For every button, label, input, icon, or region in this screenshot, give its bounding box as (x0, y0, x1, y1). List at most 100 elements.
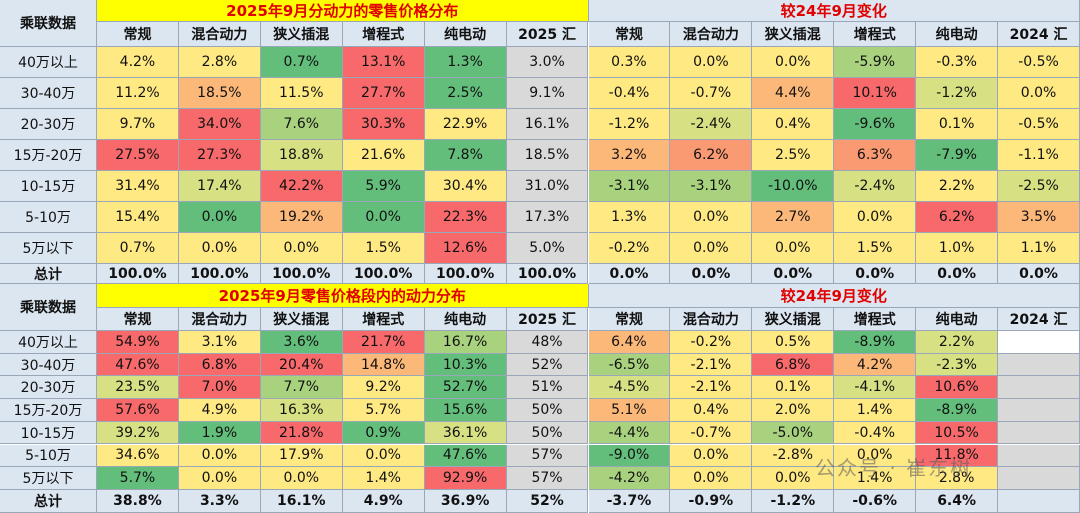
total-cell: 3.3% (178, 489, 261, 513)
data-cell: 11.2% (97, 78, 179, 109)
data-cell: 0.0% (178, 467, 261, 490)
data-cell: 52.7% (424, 376, 507, 400)
data-cell: 2.8% (916, 467, 999, 490)
data-cell: 23.5% (97, 376, 179, 400)
data-cell: 3.5% (998, 202, 1080, 233)
data-cell: -1.2% (916, 78, 999, 109)
data-cell: -4.2% (588, 467, 671, 490)
total-label: 总计 (0, 489, 97, 513)
data-cell: -0.5% (998, 109, 1080, 140)
column-header: 混合动力 (670, 22, 753, 47)
data-cell: 3.1% (178, 331, 261, 354)
data-cell: 1.3% (424, 47, 507, 78)
total-cell: 100.0% (97, 264, 179, 284)
data-cell: -10.0% (752, 171, 835, 202)
data-cell: -0.7% (670, 78, 753, 109)
data-cell: 34.0% (178, 109, 261, 140)
data-cell: 16.7% (424, 331, 507, 354)
data-cell: -4.1% (834, 376, 917, 400)
data-cell: -3.1% (588, 171, 671, 202)
column-header: 常规 (97, 308, 179, 331)
total-cell: 0.0% (752, 264, 835, 284)
data-cell: 31.0% (506, 171, 589, 202)
data-cell: 12.6% (424, 233, 507, 264)
data-cell: 1.3% (588, 202, 671, 233)
column-header: 狭义插混 (260, 308, 343, 331)
column-header: 纯电动 (424, 308, 507, 331)
data-cell (998, 467, 1080, 490)
data-cell: 17.4% (178, 171, 261, 202)
data-cell: 0.1% (916, 109, 999, 140)
data-cell: -0.2% (588, 233, 671, 264)
data-cell: 42.2% (260, 171, 343, 202)
column-header: 增程式 (342, 22, 425, 47)
column-header: 狭义插混 (260, 22, 343, 47)
data-cell (998, 421, 1080, 445)
data-cell: 0.0% (342, 444, 425, 468)
total-cell: 38.8% (97, 489, 179, 513)
column-header: 常规 (588, 22, 671, 47)
data-cell: 21.8% (260, 421, 343, 445)
column-header: 狭义插混 (752, 308, 835, 331)
data-cell: 0.0% (670, 47, 753, 78)
data-cell: 0.1% (752, 376, 835, 400)
data-cell: -2.3% (916, 353, 999, 377)
data-cell: 6.4% (588, 331, 671, 354)
data-cell: 21.7% (342, 331, 425, 354)
data-cell: 9.7% (97, 109, 179, 140)
data-cell: 17.3% (506, 202, 589, 233)
total-label: 总计 (0, 264, 97, 284)
data-cell: 9.1% (506, 78, 589, 109)
column-header: 常规 (97, 22, 179, 47)
data-cell: 0.0% (670, 233, 753, 264)
data-cell: 1.5% (834, 233, 917, 264)
corner-header: 乘联数据 (0, 0, 97, 47)
data-cell: 22.3% (424, 202, 507, 233)
data-cell: 0.0% (752, 233, 835, 264)
data-cell: 1.5% (342, 233, 425, 264)
data-cell: 16.1% (506, 109, 589, 140)
data-cell: 0.0% (670, 444, 753, 468)
data-cell: 15.4% (97, 202, 179, 233)
data-cell: 0.5% (752, 331, 835, 354)
data-cell: 4.4% (752, 78, 835, 109)
row-label: 15万-20万 (0, 399, 97, 422)
total-cell: 100.0% (424, 264, 507, 284)
data-cell: 4.9% (178, 399, 261, 422)
row-label: 10-15万 (0, 421, 97, 445)
data-cell: 11.8% (916, 444, 999, 468)
data-cell: -0.4% (588, 78, 671, 109)
data-cell: 48% (506, 331, 589, 354)
data-cell: 11.5% (260, 78, 343, 109)
data-cell: -0.3% (916, 47, 999, 78)
data-cell: -6.5% (588, 353, 671, 377)
data-cell: 14.8% (342, 353, 425, 377)
total-cell: 100.0% (342, 264, 425, 284)
total-cell: 100.0% (506, 264, 589, 284)
data-cell: 3.0% (506, 47, 589, 78)
data-cell: -2.5% (998, 171, 1080, 202)
data-cell: 15.6% (424, 399, 507, 422)
data-cell: -9.6% (834, 109, 917, 140)
data-cell: 5.1% (588, 399, 671, 422)
total-cell: 36.9% (424, 489, 507, 513)
data-cell: 57.6% (97, 399, 179, 422)
row-label: 5万以下 (0, 233, 97, 264)
data-cell: -8.9% (834, 331, 917, 354)
data-cell: 10.1% (834, 78, 917, 109)
data-cell: -8.9% (916, 399, 999, 422)
data-cell: 18.8% (260, 140, 343, 171)
data-cell: 5.9% (342, 171, 425, 202)
data-cell: 2.2% (916, 171, 999, 202)
data-cell (998, 331, 1080, 354)
column-header: 常规 (588, 308, 671, 331)
data-cell (998, 376, 1080, 400)
data-cell: -2.4% (834, 171, 917, 202)
column-header: 纯电动 (916, 22, 999, 47)
total-cell: 0.0% (834, 264, 917, 284)
data-cell: 47.6% (97, 353, 179, 377)
data-cell: 7.6% (260, 109, 343, 140)
data-cell (998, 353, 1080, 377)
data-cell: 0.0% (342, 202, 425, 233)
data-cell: 50% (506, 421, 589, 445)
